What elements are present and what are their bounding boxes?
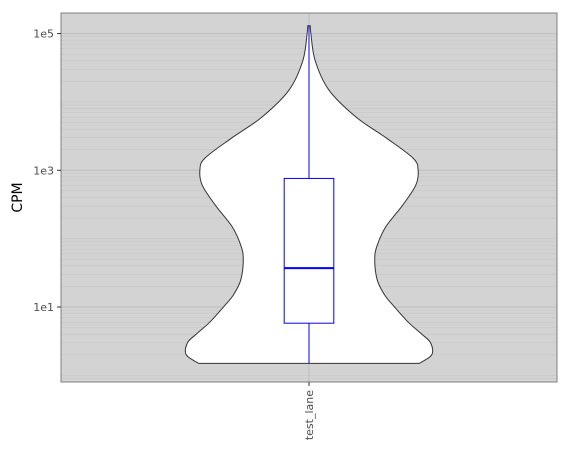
- y-axis-title: CPM: [10, 182, 26, 212]
- x-tick-label: test_lane: [303, 390, 316, 440]
- boxplot-layer: [283, 25, 335, 364]
- y-tick-label: 1e5: [33, 28, 54, 41]
- y-axis: 1e1 1e3 1e5: [33, 28, 61, 314]
- y-tick-label: 1e1: [33, 301, 54, 314]
- x-axis: test_lane: [303, 382, 316, 440]
- box-iqr: [283, 177, 335, 324]
- y-tick-label: 1e3: [33, 164, 54, 177]
